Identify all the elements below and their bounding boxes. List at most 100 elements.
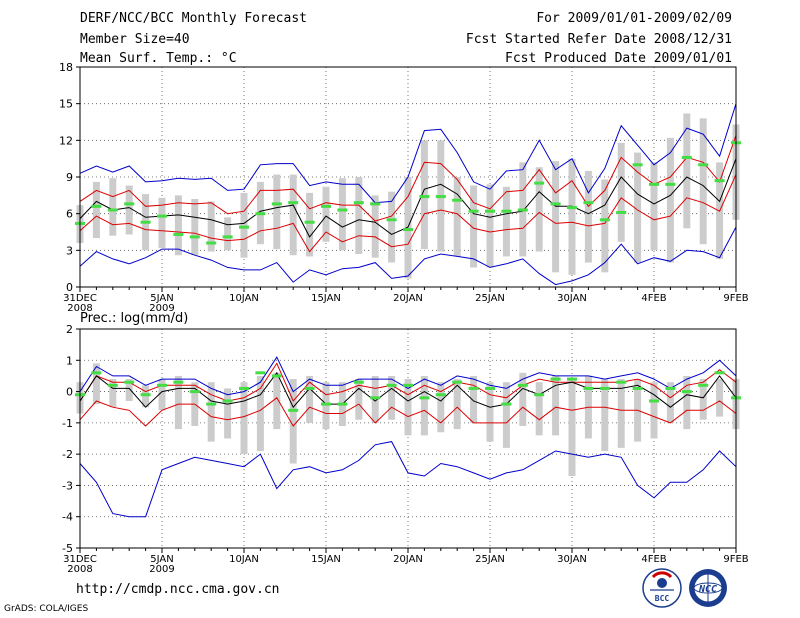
member-mark (452, 380, 463, 384)
member-mark (370, 202, 381, 206)
spread-box (617, 142, 625, 242)
spread-box (289, 174, 297, 256)
spread-box (371, 375, 379, 423)
y-tick-label: 9 (66, 171, 73, 184)
bcc-logo: BCC (642, 568, 682, 608)
spread-box (601, 379, 609, 452)
member-mark (468, 386, 479, 390)
member-mark (485, 209, 495, 213)
y-tick-label: -1 (62, 417, 73, 430)
y-tick-label: -3 (62, 479, 73, 492)
member-mark (353, 201, 364, 205)
member-mark (304, 386, 315, 390)
member-mark (698, 163, 709, 167)
member-mark (649, 182, 659, 186)
footer-url[interactable]: http://cmdp.ncc.cma.gov.cn (76, 582, 280, 597)
spread-box (322, 382, 330, 430)
member-mark (337, 402, 348, 406)
spread-box (224, 217, 232, 251)
x-tick-label: 4FEB (641, 293, 666, 304)
member-mark (370, 396, 381, 400)
spread-box (404, 379, 412, 436)
member-mark (550, 202, 561, 206)
series-line-max (79, 356, 737, 396)
member-mark (189, 390, 200, 394)
member-mark (321, 402, 331, 406)
member-mark (157, 383, 167, 387)
spread-box (240, 192, 248, 258)
spread-box (617, 379, 625, 448)
spread-box (355, 177, 363, 254)
forecast-header: DERF/NCC/BCC Monthly Forecast Member Siz… (0, 0, 800, 66)
series-line-upper (79, 135, 737, 222)
spread-box (486, 382, 494, 442)
member-mark (534, 181, 545, 185)
member-mark (337, 208, 348, 212)
spread-box (568, 379, 576, 477)
member-mark (107, 383, 118, 387)
x-tick-label: 25JAN (475, 293, 505, 304)
member-mark (452, 198, 463, 202)
spread-box (699, 379, 707, 420)
y-tick-label: -5 (62, 542, 73, 555)
member-mark (157, 214, 167, 218)
member-mark (386, 218, 397, 222)
spread-box (470, 375, 478, 423)
member-mark (665, 182, 676, 186)
x-tick-sublabel: 2008 (67, 303, 92, 314)
forecast-title: DERF/NCC/BCC Monthly Forecast (80, 11, 307, 26)
member-mark (239, 386, 249, 390)
spread-box (650, 382, 658, 439)
member-mark (255, 212, 266, 216)
ncc-logo-text: NCC (698, 584, 717, 595)
x-tick-label: 25JAN (475, 554, 505, 565)
x-tick-label: 30JAN (557, 293, 587, 304)
x-tick-label: 31DEC (63, 554, 97, 565)
member-mark (501, 402, 512, 406)
spread-box (716, 379, 724, 417)
spread-box (420, 375, 428, 436)
ncc-logo: NCC (689, 569, 727, 607)
spread-box (420, 140, 428, 250)
member-mark (419, 396, 430, 400)
member-mark (189, 235, 200, 239)
member-mark (517, 208, 528, 212)
member-mark (583, 386, 594, 390)
y-tick-label: 15 (59, 98, 73, 111)
series-line-mean (79, 158, 737, 238)
member-mark (567, 377, 577, 381)
member-mark (485, 386, 495, 390)
member-mark (403, 228, 413, 232)
y-tick-label: 2 (66, 323, 73, 336)
forecast-period: For 2009/01/01-2009/02/09 (536, 11, 732, 26)
y-tick-label: 12 (59, 134, 73, 147)
spread-box (273, 174, 281, 250)
member-mark (353, 380, 364, 384)
member-mark (599, 386, 610, 390)
member-mark (501, 209, 512, 213)
spread-box (338, 178, 346, 251)
spread-box (502, 382, 510, 448)
spread-box (174, 195, 182, 256)
x-tick-label: 31DEC (63, 293, 97, 304)
spread-box (634, 152, 642, 263)
member-mark (599, 218, 610, 222)
member-mark (632, 386, 643, 390)
series-line-min (79, 226, 737, 286)
spread-box (584, 170, 592, 263)
spread-box (240, 382, 248, 455)
spread-box (158, 197, 166, 248)
member-mark (271, 202, 282, 206)
y-tick-label: 6 (66, 208, 73, 221)
spread-box (207, 201, 215, 252)
spread-box (174, 375, 182, 430)
spread-box (371, 195, 379, 258)
member-mark (419, 195, 430, 199)
member-mark (616, 210, 627, 214)
x-tick-label: 20JAN (393, 554, 423, 565)
spread-box (109, 178, 117, 236)
member-mark (304, 220, 315, 224)
member-mark (255, 371, 266, 375)
